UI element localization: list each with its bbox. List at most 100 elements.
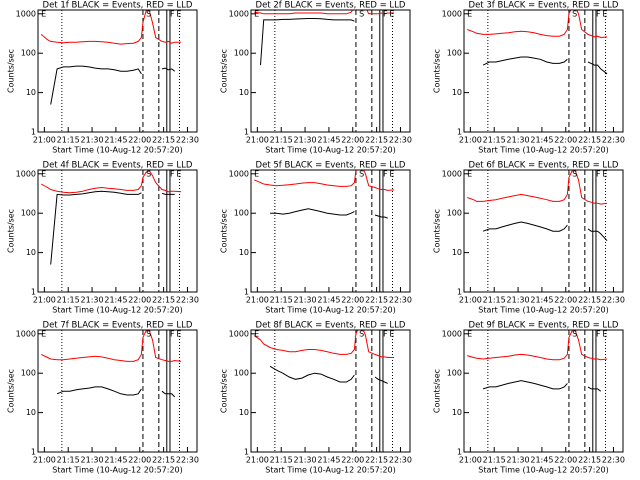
x-tick-label: 22:00 bbox=[341, 136, 364, 145]
x-tick-label: 22:00 bbox=[341, 296, 364, 305]
x-axis-label: Start Time (10-Aug-12 20:57:20) bbox=[478, 306, 609, 315]
panel: Det 9f BLACK = Events, RED = LLD Start Ti… bbox=[433, 321, 625, 475]
x-tick-label: 22:15 bbox=[578, 296, 601, 305]
x-tick-label: 21:30 bbox=[294, 136, 317, 145]
annotation: E bbox=[41, 330, 46, 339]
x-tick-label: 22:30 bbox=[602, 456, 625, 465]
annotation: E bbox=[467, 10, 472, 19]
series-line bbox=[253, 330, 395, 358]
x-tick-label: 21:00 bbox=[33, 296, 56, 305]
annotation: E bbox=[176, 170, 181, 179]
panel: Det 3f BLACK = Events, RED = LLD Start Ti… bbox=[433, 1, 625, 155]
x-tick-label: 21:45 bbox=[530, 296, 553, 305]
annotation: E bbox=[467, 170, 472, 179]
x-tick-label: 22:30 bbox=[389, 296, 412, 305]
x-tick-label: 21:30 bbox=[294, 456, 317, 465]
plot-frame bbox=[250, 169, 411, 293]
annotation: F bbox=[596, 10, 601, 19]
chart-title: Det 4f BLACK = Events, RED = LLD bbox=[43, 161, 193, 171]
panel: Det 4f BLACK = Events, RED = LLD Start Ti… bbox=[7, 161, 199, 315]
plot-frame bbox=[250, 329, 411, 453]
annotation: S bbox=[359, 10, 364, 19]
y-tick-label: 1 bbox=[457, 448, 462, 457]
panel: Det 1f BLACK = Events, RED = LLD Start Ti… bbox=[7, 1, 199, 155]
x-tick-label: 21:45 bbox=[104, 136, 127, 145]
y-tick-label: 1000 bbox=[16, 9, 36, 18]
annotation: F bbox=[170, 170, 175, 179]
series-line bbox=[254, 10, 395, 15]
chart-title: Det 7f BLACK = Events, RED = LLD bbox=[43, 321, 193, 331]
y-tick-label: 10 bbox=[239, 408, 249, 417]
y-tick-label: 1000 bbox=[16, 169, 36, 178]
x-tick-label: 21:15 bbox=[483, 456, 506, 465]
chart-title: Det 9f BLACK = Events, RED = LLD bbox=[469, 321, 619, 331]
x-tick-label: 21:30 bbox=[507, 136, 530, 145]
panel: Det 7f BLACK = Events, RED = LLD Start Ti… bbox=[7, 321, 199, 475]
series-line bbox=[467, 10, 608, 39]
plot-frame bbox=[463, 169, 624, 293]
annotation: E bbox=[389, 10, 394, 19]
x-tick-label: 21:30 bbox=[81, 456, 104, 465]
annotation: F bbox=[170, 330, 175, 339]
x-tick-label: 21:15 bbox=[270, 296, 293, 305]
annotation: S bbox=[572, 170, 577, 179]
annotation: E bbox=[602, 170, 607, 179]
annotation: E bbox=[41, 10, 46, 19]
x-tick-label: 22:15 bbox=[152, 136, 175, 145]
y-tick-label: 1000 bbox=[229, 169, 249, 178]
x-tick-label: 22:00 bbox=[554, 296, 577, 305]
annotation: F bbox=[383, 170, 388, 179]
series-line bbox=[467, 330, 608, 361]
y-axis-label: Counts/sec bbox=[220, 49, 229, 93]
annotation: E bbox=[467, 330, 472, 339]
x-tick-label: 21:00 bbox=[459, 456, 482, 465]
y-tick-label: 100 bbox=[234, 209, 249, 218]
x-tick-label: 22:15 bbox=[578, 456, 601, 465]
y-tick-label: 1 bbox=[31, 448, 36, 457]
plot-frame bbox=[37, 329, 198, 453]
y-axis-label: Counts/sec bbox=[220, 209, 229, 253]
series-line bbox=[50, 65, 175, 105]
x-tick-label: 22:00 bbox=[128, 136, 151, 145]
x-tick-label: 22:15 bbox=[152, 456, 175, 465]
series-line bbox=[482, 56, 608, 75]
y-tick-label: 1 bbox=[244, 448, 249, 457]
annotation: S bbox=[572, 330, 577, 339]
x-axis-label: Start Time (10-Aug-12 20:57:20) bbox=[52, 466, 183, 475]
x-tick-label: 21:15 bbox=[270, 456, 293, 465]
chart-title: Det 5f BLACK = Events, RED = LLD bbox=[256, 161, 406, 171]
y-tick-label: 1 bbox=[31, 288, 36, 297]
x-tick-label: 21:15 bbox=[483, 296, 506, 305]
x-axis-label: Start Time (10-Aug-12 20:57:20) bbox=[52, 146, 183, 155]
x-tick-label: 22:15 bbox=[152, 296, 175, 305]
series-line bbox=[40, 330, 182, 362]
x-tick-label: 22:30 bbox=[176, 456, 199, 465]
x-tick-label: 21:30 bbox=[81, 296, 104, 305]
y-tick-label: 10 bbox=[452, 248, 462, 257]
chart-title: Det 2f BLACK = Events, RED = LLD bbox=[256, 1, 406, 11]
series-line bbox=[269, 365, 388, 384]
x-tick-label: 21:45 bbox=[104, 456, 127, 465]
x-tick-label: 21:15 bbox=[57, 296, 80, 305]
x-axis-label: Start Time (10-Aug-12 20:57:20) bbox=[52, 306, 183, 315]
series-line bbox=[482, 380, 601, 392]
annotation: F bbox=[596, 330, 601, 339]
x-tick-label: 22:30 bbox=[389, 136, 412, 145]
y-tick-label: 10 bbox=[452, 88, 462, 97]
chart-title: Det 1f BLACK = Events, RED = LLD bbox=[43, 1, 193, 11]
y-tick-label: 10 bbox=[26, 248, 36, 257]
x-tick-label: 22:15 bbox=[365, 296, 388, 305]
annotation: E bbox=[389, 330, 394, 339]
annotation: E bbox=[254, 330, 259, 339]
y-tick-label: 10 bbox=[239, 88, 249, 97]
annotation: E bbox=[254, 170, 259, 179]
x-tick-label: 22:00 bbox=[128, 456, 151, 465]
y-tick-label: 100 bbox=[234, 369, 249, 378]
panel: Det 5f BLACK = Events, RED = LLD Start Ti… bbox=[220, 161, 412, 315]
y-axis-label: Counts/sec bbox=[433, 209, 442, 253]
annotation: F bbox=[383, 10, 388, 19]
y-tick-label: 1 bbox=[244, 288, 249, 297]
y-tick-label: 1000 bbox=[442, 9, 462, 18]
chart-title: Det 6f BLACK = Events, RED = LLD bbox=[469, 161, 619, 171]
